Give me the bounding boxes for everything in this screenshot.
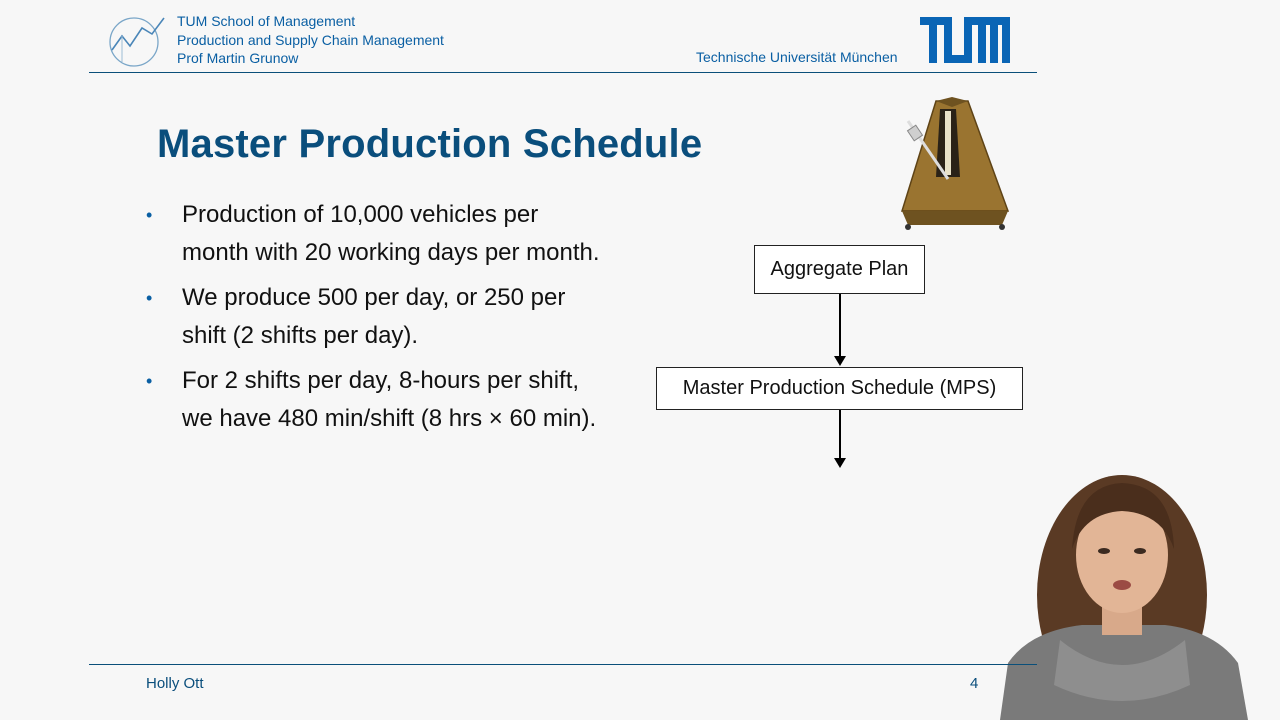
- header-chair: Production and Supply Chain Management: [177, 31, 444, 48]
- bullet-item: • For 2 shifts per day, 8-hours per shif…: [146, 362, 646, 438]
- bullet-icon: •: [146, 288, 153, 308]
- bullet-icon: •: [146, 205, 153, 225]
- bullet-text-line: we have 480 min/shift (8 hrs × 60 min).: [182, 405, 597, 432]
- slide-title: Master Production Schedule: [157, 122, 703, 166]
- page-number: 4: [970, 675, 979, 692]
- bullet-text-line: For 2 shifts per day, 8-hours per shift,: [182, 367, 580, 394]
- aggregate-plan-box: Aggregate Plan: [754, 245, 925, 294]
- bullet-text-line: month with 20 working days per month.: [182, 239, 600, 266]
- arrow-down-icon: [834, 410, 846, 468]
- bullet-text-line: shift (2 shifts per day).: [182, 322, 419, 349]
- bullet-item: • We produce 500 per day, or 250 per shi…: [146, 279, 646, 355]
- mps-box: Master Production Schedule (MPS): [656, 367, 1023, 410]
- arrow-down-icon: [834, 294, 846, 366]
- school-logo-icon: [109, 17, 165, 67]
- presenter-video-figure: [1000, 475, 1248, 720]
- bullet-text-line: We produce 500 per day, or 250 per: [182, 284, 566, 311]
- header-professor: Prof Martin Grunow: [177, 50, 299, 66]
- university-name: Technische Universität München: [696, 49, 898, 65]
- bullet-item: • Production of 10,000 vehicles per mont…: [146, 196, 646, 272]
- bullet-list: • Production of 10,000 vehicles per mont…: [146, 196, 646, 445]
- header-institution-block: TUM School of Management Production and …: [177, 12, 444, 68]
- metronome-icon: [900, 97, 1010, 230]
- header-school: TUM School of Management: [177, 13, 356, 29]
- header-divider: [89, 72, 1037, 73]
- tum-logo-icon: [920, 17, 1010, 63]
- bullet-icon: •: [146, 371, 153, 391]
- footer-presenter-name: Holly Ott: [146, 675, 204, 692]
- footer-divider: [89, 664, 1037, 665]
- bullet-text-line: Production of 10,000 vehicles per: [182, 201, 539, 228]
